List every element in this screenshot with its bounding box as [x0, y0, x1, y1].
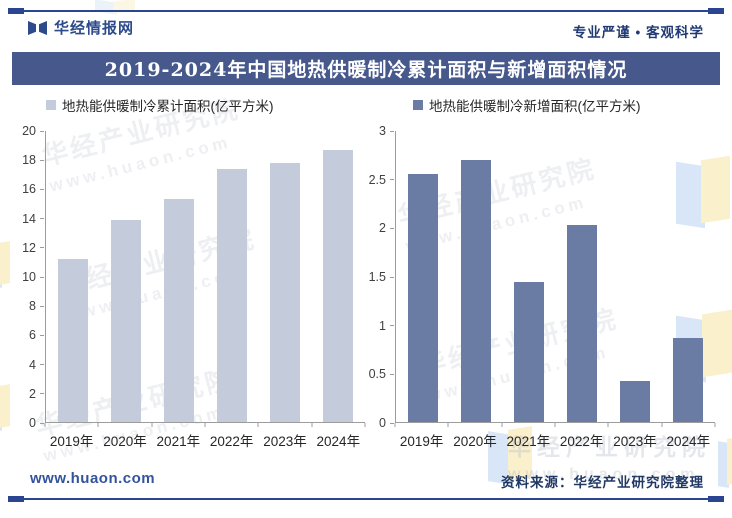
y-axis-tick: 14 [22, 212, 44, 226]
bottom-divider [8, 496, 724, 502]
x-axis-label: 2020年 [453, 434, 497, 449]
footer-website-link[interactable]: www.huaon.com [30, 470, 156, 487]
y-axis-tick: 2.5 [369, 173, 394, 187]
bar [110, 219, 141, 422]
x-axis-label: 2020年 [103, 434, 147, 449]
y-axis-tick: 1 [379, 319, 394, 333]
x-axis-label: 2022年 [559, 434, 604, 449]
bar [673, 337, 704, 422]
brand-name: 华经情报网 [54, 20, 135, 37]
top-divider [8, 8, 724, 14]
x-axis-label: 2019年 [399, 434, 444, 449]
y-axis-tick: 1.5 [369, 270, 394, 284]
divider-end-cap [8, 8, 24, 14]
y-axis-tick: 2 [379, 221, 394, 235]
x-axis-ticks [44, 423, 366, 427]
brand: 华经情报网 [28, 17, 134, 38]
bar [407, 173, 438, 422]
bar [270, 163, 301, 422]
ribbon-watermark [718, 437, 732, 490]
x-axis-labels: 2019年 2020年 2021年 2022年 2023年 2024年 [395, 430, 715, 450]
x-axis-label: 2024年 [666, 434, 711, 449]
y-axis-tick: 20 [22, 124, 44, 138]
y-axis: 0 0.5 1 1.5 2 2.5 3 [353, 124, 395, 430]
y-axis-tick: 0 [379, 416, 394, 430]
y-axis-tick: 0.5 [369, 367, 394, 381]
bar [217, 168, 248, 422]
divider-end-cap [708, 8, 724, 14]
bar [57, 259, 88, 422]
divider-end-cap [8, 496, 24, 502]
bar [163, 199, 194, 422]
y-axis-tick: 2 [29, 387, 44, 401]
legend-cumulative: 地热能供暖制冷累计面积(亿平方米) [46, 95, 274, 115]
x-axis-ticks [394, 423, 716, 427]
y-axis-tick: 6 [29, 328, 44, 342]
legend-label-cumulative: 地热能供暖制冷累计面积(亿平方米) [62, 99, 274, 114]
chart-cumulative-area: 0 2 4 6 8 10 12 14 16 18 20 2019年 2020年 2021年 2022年 20… [22, 124, 366, 449]
chart-title-banner: 2019-2024年中国地热供暖制冷累计面积与新增面积情况 [12, 52, 720, 85]
bar [323, 149, 354, 422]
legend-new: 地热能供暖制冷新增面积(亿平方米) [413, 95, 641, 115]
y-axis: 0 2 4 6 8 10 12 14 16 18 20 [3, 124, 45, 430]
x-axis-labels: 2019年 2020年 2021年 2022年 2023年 2024年 [45, 430, 365, 450]
plot-area [395, 131, 715, 423]
y-axis-tick: 10 [22, 270, 44, 284]
y-axis-tick: 12 [22, 241, 44, 255]
x-axis-label: 2023年 [613, 434, 657, 449]
bar [460, 160, 491, 422]
x-axis-label: 2023年 [263, 434, 307, 449]
bar [620, 381, 651, 422]
header-tagline: 专业严谨 • 客观科学 [572, 25, 704, 40]
bar [567, 225, 598, 422]
x-axis-label: 2022年 [209, 434, 254, 449]
y-axis-tick: 18 [22, 153, 44, 167]
y-axis-tick: 8 [29, 299, 44, 313]
legend-marker-new [413, 100, 423, 110]
plot-area [45, 131, 365, 423]
x-axis-label: 2024年 [316, 434, 361, 449]
y-axis-tick: 16 [22, 182, 44, 196]
brand-logo-icon [28, 20, 47, 35]
legend-marker-cumulative [46, 100, 56, 110]
divider-end-cap [708, 496, 724, 502]
x-axis-label: 2021年 [506, 434, 551, 449]
y-axis-tick: 4 [29, 358, 44, 372]
legend-label-new: 地热能供暖制冷新增面积(亿平方米) [429, 99, 641, 114]
x-axis-label: 2021年 [156, 434, 201, 449]
chart-new-area: 0 0.5 1 1.5 2 2.5 3 2019年 2020年 2021年 2022年 2023年 2… [369, 124, 716, 449]
y-axis-tick: 0 [29, 416, 44, 430]
footer-source-note: 资料来源：华经产业研究院整理 [501, 475, 704, 490]
y-axis-tick: 3 [379, 124, 394, 138]
x-axis-label: 2019年 [49, 434, 94, 449]
bar [513, 282, 544, 422]
